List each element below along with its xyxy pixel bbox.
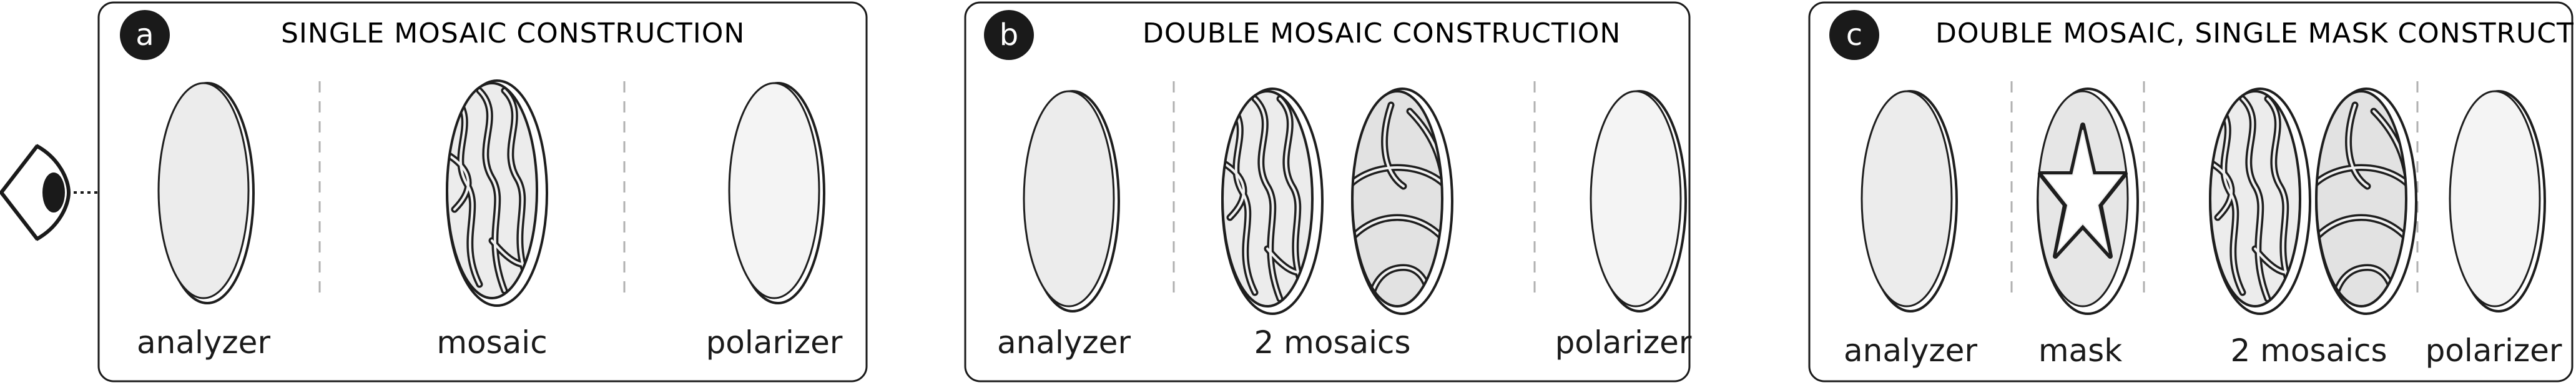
mask-disc [2038,89,2138,314]
badge-a: a [120,10,170,60]
label-analyzer: analyzer [1844,332,1977,369]
label-mosaic: mosaic [436,324,547,361]
label-polarizer: polarizer [706,324,843,361]
label-mask: mask [2038,332,2122,369]
panel-title: DOUBLE MOSAIC CONSTRUCTION [1143,18,1621,49]
label-mosaics: 2 mosaics [1254,324,1410,361]
badge-c: c [1829,10,1879,60]
analyzer-disc [159,83,253,303]
badge-b: b [984,10,1034,60]
svg-text:b: b [1000,18,1018,52]
panel-b: b DOUBLE MOSAIC CONSTRUCTION [965,2,1692,381]
polarizer-disc [1591,91,1686,311]
svg-text:c: c [1846,18,1862,52]
svg-text:a: a [135,18,154,52]
polarizer-disc [2450,91,2545,311]
analyzer-disc [1024,91,1119,311]
panel-title: SINGLE MOSAIC CONSTRUCTION [281,18,745,49]
label-mosaics: 2 mosaics [2230,332,2387,369]
polarizer-disc [729,83,824,303]
panel-title: DOUBLE MOSAIC, SINGLE MASK CONSTRUCTION [1935,18,2576,49]
panel-a: a SINGLE MOSAIC CONSTRUCTION analyzer mo… [99,2,867,381]
label-polarizer: polarizer [1555,324,1692,361]
label-analyzer: analyzer [137,324,270,361]
mosaic-disc [445,81,547,306]
label-analyzer: analyzer [997,324,1131,361]
label-polarizer: polarizer [2426,332,2562,369]
analyzer-disc [1862,91,1957,311]
panel-c: c DOUBLE MOSAIC, SINGLE MASK CONSTRUCTIO… [1809,2,2576,381]
mosaic-disc-1 [2208,89,2310,314]
mosaic-disc-1 [1221,89,1322,314]
